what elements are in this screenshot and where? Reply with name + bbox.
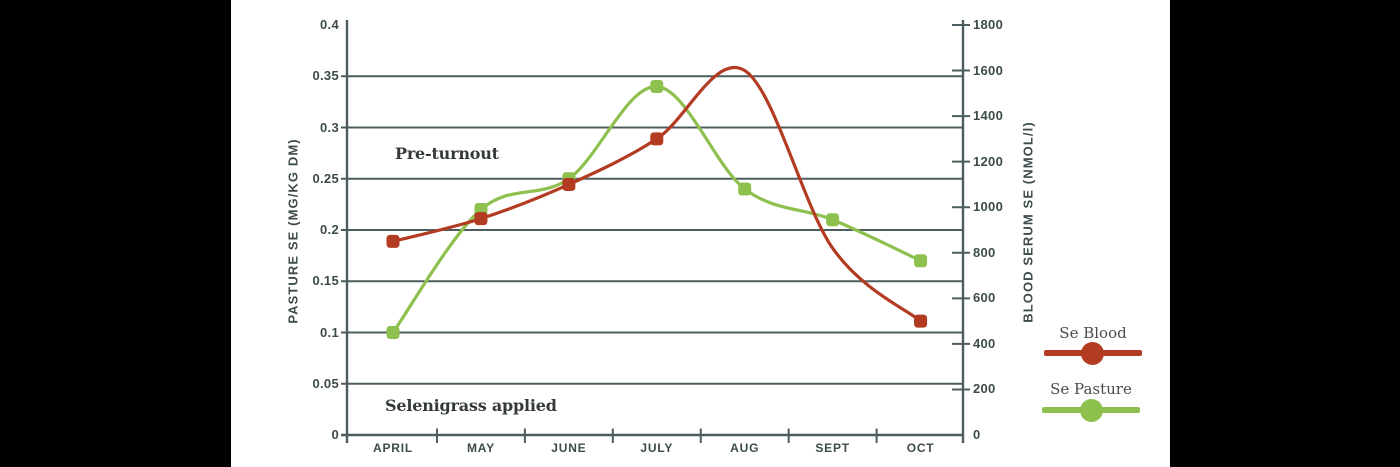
y-left-tick-label-0.1: 0.1 — [320, 324, 339, 340]
x-axis-label-july: JULY — [640, 441, 674, 455]
se-blood-legend-marker-icon — [1081, 341, 1104, 365]
se-pasture-line — [391, 84, 923, 335]
legend-label-se-pasture: Se Pasture — [1050, 380, 1132, 398]
y-right-tick-label-1600: 1600 — [973, 62, 1004, 78]
se-blood-marker-may — [474, 212, 488, 226]
x-axis-label-sept: SEPT — [815, 441, 850, 455]
y-right-tick-label-400: 400 — [973, 335, 996, 351]
se-pasture-marker-july — [650, 80, 664, 93]
y-left-tick-label-0.4: 0.4 — [320, 17, 339, 32]
y-right-tick-label-1200: 1200 — [973, 153, 1004, 169]
y-right-tick-label-600: 600 — [973, 290, 996, 306]
y-left-tick-label-0: 0 — [331, 427, 339, 442]
left-black-bar — [0, 0, 231, 467]
x-axis-label-oct: OCT — [906, 441, 935, 455]
se-pasture-legend-marker-icon — [1079, 398, 1103, 422]
y-left-tick-label-0.25: 0.25 — [312, 170, 339, 186]
se-pasture-marker-april — [386, 326, 400, 339]
left-axis-title: PASTURE SE (MG/KG DM) — [285, 138, 301, 324]
right-black-bar — [1170, 0, 1400, 467]
x-axis-label-june: JUNE — [551, 441, 587, 455]
annotation-selenigrass-applied: Selenigrass applied — [385, 396, 557, 415]
x-axis-label-april: APRIL — [373, 441, 413, 455]
y-right-tick-label-1400: 1400 — [973, 108, 1004, 124]
y-right-tick-label-1800: 1800 — [973, 17, 1004, 32]
y-left-tick-label-0.15: 0.15 — [312, 273, 339, 289]
x-axis-label-aug: AUG — [730, 441, 760, 455]
se-blood-marker-oct — [914, 314, 928, 328]
y-left-tick-label-0.2: 0.2 — [320, 222, 339, 237]
se-pasture-marker-aug — [738, 182, 752, 196]
y-left-tick-label-0.05: 0.05 — [312, 375, 339, 391]
se-blood-marker-july — [650, 132, 664, 146]
y-left-tick-label-0.3: 0.3 — [320, 119, 339, 135]
se-pasture-marker-oct — [914, 254, 928, 268]
y-right-tick-label-0: 0 — [973, 427, 981, 442]
se-blood-marker-april — [386, 234, 400, 248]
y-right-tick-label-1000: 1000 — [973, 199, 1004, 215]
se-blood-line — [391, 66, 923, 323]
legend-label-se-blood: Se Blood — [1059, 324, 1127, 342]
y-left-tick-label-0.35: 0.35 — [312, 68, 339, 84]
right-axis-title: BLOOD SERUM SE (NMOL/l) — [1020, 121, 1036, 323]
se-blood-marker-june — [562, 177, 576, 191]
y-right-tick-label-200: 200 — [973, 381, 996, 397]
x-axis-label-may: MAY — [466, 441, 495, 455]
annotation-pre-turnout: Pre-turnout — [395, 144, 499, 163]
se-pasture-marker-sept — [826, 213, 840, 227]
y-right-tick-label-800: 800 — [973, 244, 996, 260]
